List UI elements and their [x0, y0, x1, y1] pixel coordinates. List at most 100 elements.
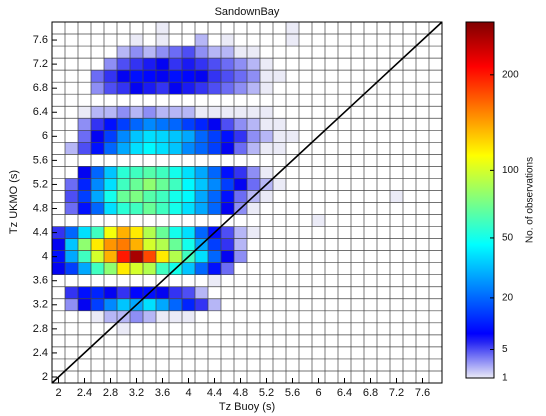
heat-cell — [312, 346, 325, 359]
heat-cell — [156, 94, 169, 107]
heat-cell — [52, 238, 65, 251]
heat-cell — [195, 118, 208, 131]
heat-cell — [169, 178, 182, 191]
heat-cell — [234, 262, 247, 275]
heat-cell — [78, 118, 91, 131]
heat-cell — [195, 334, 208, 347]
heat-cell — [143, 70, 156, 83]
heat-cell — [117, 346, 130, 359]
heat-cell — [338, 226, 351, 239]
heat-cell — [143, 238, 156, 251]
heat-cell — [182, 334, 195, 347]
heat-cell — [52, 106, 65, 119]
heat-cell — [364, 202, 377, 215]
heat-cell — [221, 322, 234, 335]
heat-cell — [273, 250, 286, 263]
heat-cell — [130, 274, 143, 287]
heat-cell — [377, 370, 390, 383]
heat-cell — [78, 310, 91, 323]
heat-cell — [143, 82, 156, 95]
heat-cell — [403, 226, 416, 239]
heat-cell — [325, 370, 338, 383]
heat-cell — [195, 250, 208, 263]
heat-cell — [338, 334, 351, 347]
heat-cell — [299, 82, 312, 95]
heat-cell — [78, 22, 91, 35]
heat-cell — [143, 250, 156, 263]
heat-cell — [78, 94, 91, 107]
heat-cell — [403, 118, 416, 131]
heat-cell — [169, 46, 182, 59]
heat-cell — [65, 130, 78, 143]
heat-cell — [416, 178, 429, 191]
heat-cell — [260, 106, 273, 119]
heat-cell — [195, 358, 208, 371]
heat-cell — [312, 370, 325, 383]
heat-cell — [351, 334, 364, 347]
heat-cell — [169, 166, 182, 179]
heat-cell — [416, 238, 429, 251]
plot-frame — [51, 21, 443, 384]
heat-cell — [65, 214, 78, 227]
heat-cell — [117, 46, 130, 59]
heat-cell — [325, 94, 338, 107]
heat-cell — [221, 346, 234, 359]
heat-cell — [221, 130, 234, 143]
heat-cell — [416, 298, 429, 311]
heat-cell — [130, 262, 143, 275]
heat-cell — [130, 166, 143, 179]
x-tick-label: 4.8 — [233, 387, 248, 399]
x-tick-label: 5.2 — [259, 387, 274, 399]
heat-cell — [234, 214, 247, 227]
heat-cell — [364, 22, 377, 35]
heat-cell — [299, 226, 312, 239]
heat-cell — [234, 118, 247, 131]
heat-cell — [364, 310, 377, 323]
x-tick-label: 4 — [185, 387, 191, 399]
heat-cell — [377, 334, 390, 347]
heat-cell — [156, 154, 169, 167]
heat-cell — [221, 190, 234, 203]
heat-cell — [143, 298, 156, 311]
heat-cell — [312, 70, 325, 83]
heat-cell — [208, 166, 221, 179]
heat-cell — [390, 346, 403, 359]
heat-cell — [273, 274, 286, 287]
heat-cell — [130, 22, 143, 35]
heat-cell — [130, 46, 143, 59]
heat-cell — [429, 214, 442, 227]
heat-cell — [182, 358, 195, 371]
y-tick-label: 7.6 — [33, 34, 48, 46]
heat-cell — [286, 310, 299, 323]
heat-cell — [403, 358, 416, 371]
heat-cell — [143, 322, 156, 335]
heat-cell — [91, 226, 104, 239]
heat-cell — [247, 334, 260, 347]
heat-cell — [65, 238, 78, 251]
heat-cell — [429, 82, 442, 95]
heat-cell — [377, 346, 390, 359]
heat-cell — [65, 322, 78, 335]
heat-cell — [351, 178, 364, 191]
heat-cell — [260, 370, 273, 383]
colorbar-tick-label: 20 — [502, 293, 514, 304]
heat-cell — [416, 46, 429, 59]
heat-cell — [416, 274, 429, 287]
heat-cell — [234, 58, 247, 71]
heat-cell — [91, 58, 104, 71]
heat-cell — [247, 166, 260, 179]
heat-cell — [390, 358, 403, 371]
heat-cell — [65, 22, 78, 35]
heat-cell — [117, 118, 130, 131]
heat-cell — [117, 286, 130, 299]
heat-cell — [273, 322, 286, 335]
heat-cell — [195, 346, 208, 359]
colorbar-label: No. of observations — [525, 157, 536, 243]
heat-cell — [52, 286, 65, 299]
heat-cell — [117, 214, 130, 227]
heat-cell — [325, 226, 338, 239]
heat-cell — [260, 262, 273, 275]
heat-cell — [273, 346, 286, 359]
heat-cell — [351, 286, 364, 299]
heat-cell — [260, 46, 273, 59]
